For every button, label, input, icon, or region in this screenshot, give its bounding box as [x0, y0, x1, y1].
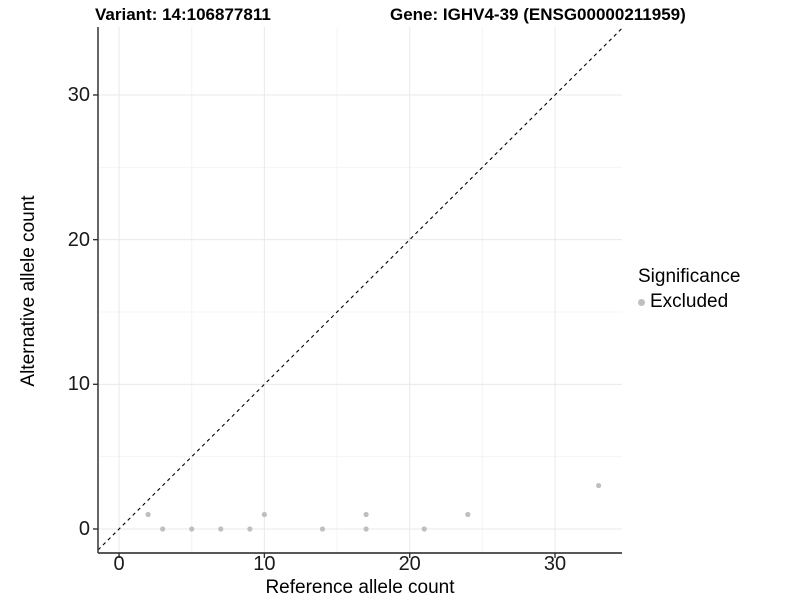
data-point	[160, 526, 166, 532]
data-point	[261, 511, 267, 518]
data-point	[319, 526, 326, 532]
data-point	[247, 526, 253, 532]
data-point	[421, 526, 427, 532]
data-point	[465, 511, 471, 518]
plot-title-variant: Variant: 14:106877811	[95, 5, 271, 24]
y-tick-label: 0	[78, 517, 90, 540]
y-tick-label: 20	[67, 228, 90, 251]
x-tick-label: 20	[398, 553, 421, 575]
x-axis-title: Reference allele count	[265, 577, 455, 598]
data-point	[363, 526, 369, 532]
y-tick-label: 30	[67, 83, 90, 106]
data-point	[189, 526, 195, 532]
x-tick-label: 0	[113, 553, 125, 575]
legend-items: Excluded	[638, 291, 740, 313]
y-tick-label: 10	[67, 373, 90, 396]
data-point	[218, 526, 224, 532]
legend-point-icon	[638, 298, 645, 306]
data-point	[596, 482, 602, 489]
legend: Significance Excluded	[638, 266, 740, 313]
y-axis-title: Alternative allele count	[18, 195, 39, 387]
plot-title-gene: Gene: IGHV4-39 (ENSG00000211959)	[390, 5, 686, 24]
x-tick-label: 30	[543, 553, 567, 575]
data-point	[363, 511, 369, 518]
legend-item: Excluded	[638, 291, 740, 313]
x-tick-label: 10	[253, 553, 276, 575]
legend-title: Significance	[638, 266, 741, 287]
data-point	[145, 511, 151, 518]
identity-line	[97, 27, 623, 551]
legend-item-label: Excluded	[650, 291, 729, 312]
